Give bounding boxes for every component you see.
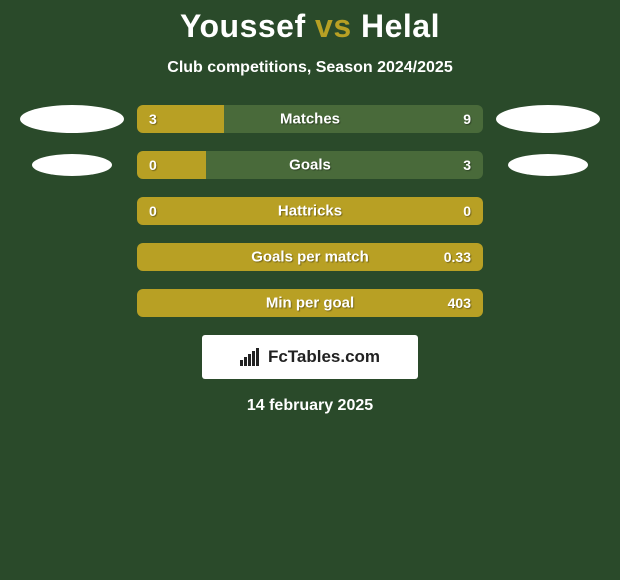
team-badge xyxy=(508,154,588,176)
bars-icon xyxy=(240,348,262,366)
bar-left-segment xyxy=(137,105,224,133)
stat-bar: 403Min per goal xyxy=(137,289,483,317)
stat-row: 03Goals xyxy=(0,151,620,179)
bar-left-segment xyxy=(137,243,483,271)
date-label: 14 february 2025 xyxy=(0,397,620,415)
stat-bar: 00Hattricks xyxy=(137,197,483,225)
right-side-slot xyxy=(493,154,603,176)
stat-row: 403Min per goal xyxy=(0,289,620,317)
player-b-name: Helal xyxy=(361,8,440,44)
stat-rows: 39Matches 03Goals 00Hattricks 0.33Goals per… xyxy=(0,105,620,317)
team-badge xyxy=(32,154,112,176)
page-title: Youssef vs Helal xyxy=(0,8,620,45)
comparison-card: Youssef vs Helal Club competitions, Seas… xyxy=(0,0,620,415)
right-side-slot xyxy=(493,105,603,133)
bar-right-segment xyxy=(224,105,484,133)
stat-bar: 0.33Goals per match xyxy=(137,243,483,271)
stat-bar: 03Goals xyxy=(137,151,483,179)
attribution-box: FcTables.com xyxy=(202,335,418,379)
attribution-text: FcTables.com xyxy=(268,347,380,367)
stat-row: 0.33Goals per match xyxy=(0,243,620,271)
left-side-slot xyxy=(17,154,127,176)
team-badge xyxy=(496,105,600,133)
subtitle: Club competitions, Season 2024/2025 xyxy=(0,59,620,77)
left-side-slot xyxy=(17,105,127,133)
team-badge xyxy=(20,105,124,133)
bar-right-segment xyxy=(206,151,483,179)
player-a-name: Youssef xyxy=(180,8,306,44)
bar-left-segment xyxy=(137,197,483,225)
stat-row: 00Hattricks xyxy=(0,197,620,225)
stat-bar: 39Matches xyxy=(137,105,483,133)
vs-word: vs xyxy=(315,8,352,44)
bar-left-segment xyxy=(137,289,483,317)
bar-left-segment xyxy=(137,151,206,179)
stat-row: 39Matches xyxy=(0,105,620,133)
